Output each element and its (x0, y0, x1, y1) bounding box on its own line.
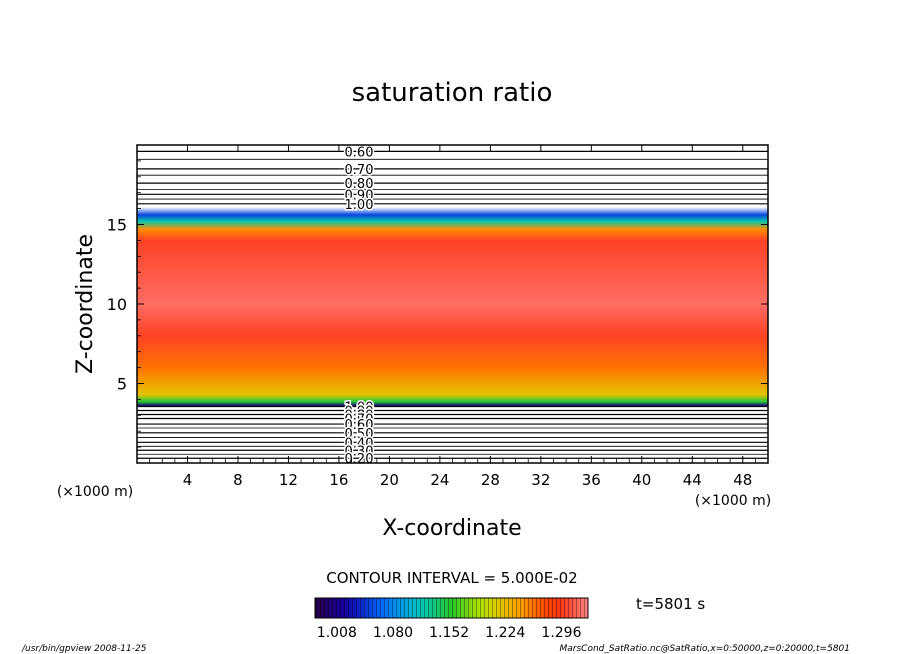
contour-label: 0.80 (345, 177, 374, 192)
x-unit-right: (×1000 m) (695, 493, 771, 509)
y-axis-ticks: 5 10 15 (107, 160, 768, 448)
x-tick-label: 20 (380, 471, 399, 489)
x-tick-label: 8 (233, 471, 243, 489)
contour-labels: 0.600.700.800.901.001.000.900.800.700.60… (343, 145, 375, 467)
x-tick-label: 16 (329, 471, 348, 489)
x-tick-label: 12 (279, 471, 298, 489)
x-unit-left: (×1000 m) (57, 484, 133, 500)
x-axis-label: X-coordinate (382, 516, 521, 541)
x-tick-label: 40 (632, 471, 651, 489)
y-tick-label: 5 (117, 375, 127, 394)
footer-right: MarsCond_SatRatio.nc@SatRatio,x=0:50000,… (560, 644, 850, 654)
colorbar-tick-label: 1.296 (541, 625, 581, 641)
contour-label: 1.00 (345, 401, 374, 416)
colorbar-tick-label: 1.152 (429, 625, 469, 641)
saturation-field (137, 145, 768, 463)
contour-label: 0.60 (345, 418, 374, 433)
chart-title: saturation ratio (352, 78, 553, 108)
y-tick-label: 10 (107, 295, 127, 314)
colorbar-frame (314, 597, 589, 619)
x-tick-label: 36 (582, 471, 601, 489)
contour-label: 0.30 (345, 444, 374, 459)
x-tick-label: 44 (683, 471, 702, 489)
contour-label: 0.40 (345, 436, 374, 451)
colorbar-tick-labels: 1.008 1.080 1.152 1.224 1.296 (317, 625, 582, 641)
x-tick-label: 28 (481, 471, 500, 489)
colorbar-tick-label: 1.224 (485, 625, 525, 641)
x-tick-label: 24 (430, 471, 449, 489)
contour-label: 0.20 (345, 452, 374, 467)
contour-label: 0.90 (345, 405, 374, 420)
colorbar-tick-label: 1.008 (317, 625, 357, 641)
footer-left: /usr/bin/gpview 2008-11-25 (21, 644, 147, 654)
contour-label: 0.70 (345, 163, 374, 178)
y-tick-label: 15 (107, 216, 127, 235)
y-axis-label: Z-coordinate (73, 234, 98, 374)
contour-label: 0.70 (345, 412, 374, 427)
contour-interval-label: CONTOUR INTERVAL = 5.000E-02 (326, 569, 577, 587)
x-tick-label: 32 (531, 471, 550, 489)
contour-label: 0.90 (345, 188, 374, 203)
plot-area: 0.600.700.800.901.001.000.900.800.700.60… (137, 145, 768, 467)
contour-label: 0.80 (345, 409, 374, 424)
contour-label: 0.50 (345, 427, 374, 442)
x-axis-ticks: 4 8 12 16 20 24 28 32 36 40 44 48 (149, 145, 756, 489)
colorbar-tick-label: 1.080 (373, 625, 413, 641)
colorbar-stripes (315, 598, 588, 618)
contour-lines (137, 150, 768, 459)
contour-label: 1.00 (345, 198, 374, 213)
x-tick-label: 4 (183, 471, 193, 489)
contour-label: 0.60 (345, 145, 374, 160)
time-label: t=5801 s (636, 595, 705, 613)
x-tick-label: 48 (733, 471, 752, 489)
